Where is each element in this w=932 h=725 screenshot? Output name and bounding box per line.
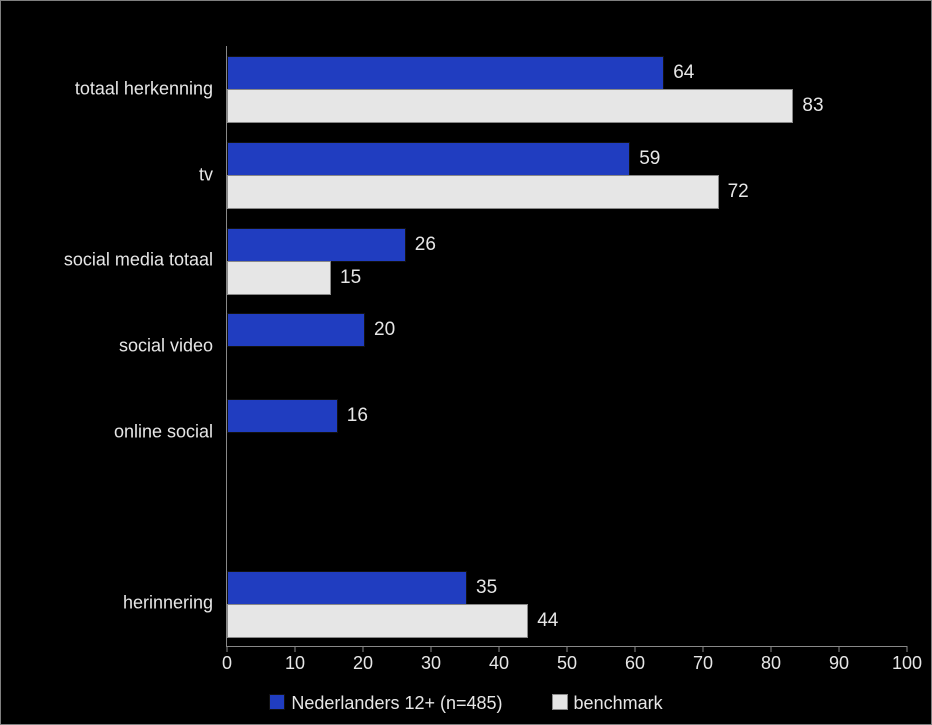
secondary-bar: 44 [227,604,528,638]
x-tick-mark [431,646,432,652]
category-slot: online social16 [227,389,907,475]
x-tick-label: 50 [557,653,577,674]
bar-value-label: 83 [802,95,823,117]
legend-swatch-primary [269,694,285,710]
x-tick-label: 40 [489,653,509,674]
x-tick-mark [839,646,840,652]
legend: Nederlanders 12+ (n=485) benchmark [1,693,931,714]
y-axis-label: social video [119,335,213,356]
category-slot: herinnering3544 [227,560,907,646]
x-tick-mark [635,646,636,652]
x-tick-mark [295,646,296,652]
x-tick-mark [771,646,772,652]
primary-bar: 26 [227,228,406,262]
category-slot: social media totaal2615 [227,217,907,303]
x-tick-mark [363,646,364,652]
primary-bar: 35 [227,571,467,605]
secondary-bar: 72 [227,175,719,209]
legend-item-primary: Nederlanders 12+ (n=485) [269,693,502,714]
y-axis-label: herinnering [123,593,213,614]
plot-area: 0102030405060708090100totaal herkenning6… [226,46,907,647]
x-tick-label: 100 [892,653,922,674]
primary-bar: 59 [227,142,630,176]
category-slot: social video20 [227,303,907,389]
legend-item-secondary: benchmark [552,693,663,714]
legend-label-secondary: benchmark [574,693,663,713]
legend-label-primary: Nederlanders 12+ (n=485) [291,693,502,713]
primary-bar: 16 [227,399,338,433]
x-tick-mark [227,646,228,652]
bar-value-label: 44 [537,610,558,632]
legend-swatch-secondary [552,694,568,710]
y-axis-label: totaal herkenning [75,78,213,99]
x-tick-label: 60 [625,653,645,674]
x-tick-label: 30 [421,653,441,674]
bar-value-label: 16 [347,405,368,427]
category-slot [227,475,907,561]
x-tick-mark [499,646,500,652]
x-tick-label: 20 [353,653,373,674]
bar-value-label: 15 [340,267,361,289]
bar-value-label: 20 [374,319,395,341]
x-tick-mark [703,646,704,652]
y-axis-label: social media totaal [64,250,213,271]
x-tick-mark [907,646,908,652]
category-slot: tv5972 [227,132,907,218]
primary-bar: 64 [227,56,664,90]
bar-value-label: 26 [415,234,436,256]
secondary-bar: 83 [227,89,793,123]
bar-value-label: 64 [673,62,694,84]
bar-value-label: 72 [728,181,749,203]
bar-value-label: 59 [639,148,660,170]
chart-container: 0102030405060708090100totaal herkenning6… [0,0,932,725]
bar-value-label: 35 [476,577,497,599]
x-tick-mark [567,646,568,652]
y-axis-label: online social [114,421,213,442]
secondary-bar: 15 [227,261,331,295]
category-slot: totaal herkenning6483 [227,46,907,132]
x-tick-label: 10 [285,653,305,674]
x-tick-label: 80 [761,653,781,674]
primary-bar: 20 [227,313,365,347]
y-axis-label: tv [199,164,213,185]
x-tick-label: 0 [222,653,232,674]
x-tick-label: 70 [693,653,713,674]
x-tick-label: 90 [829,653,849,674]
